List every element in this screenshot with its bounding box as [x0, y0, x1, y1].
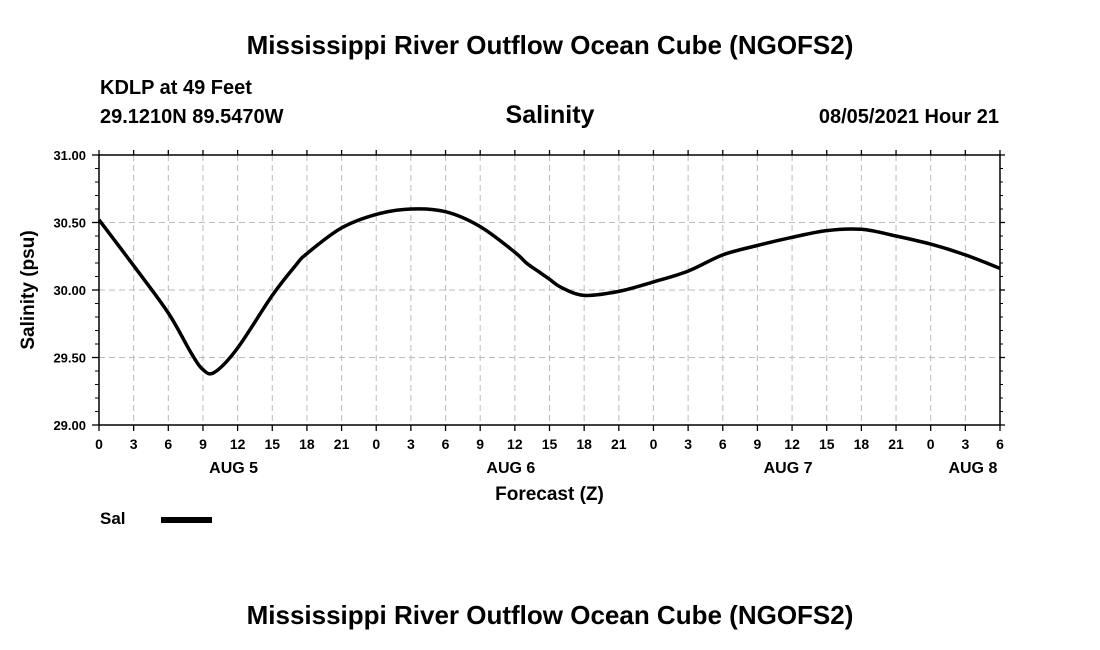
x-tick-label: 9	[199, 436, 207, 452]
station-name: KDLP at 49 Feet	[100, 77, 252, 99]
day-label: AUG 5	[209, 460, 258, 477]
x-tick-label: 15	[542, 436, 558, 452]
x-tick-label: 18	[299, 436, 315, 452]
chart-title: Mississippi River Outflow Ocean Cube (NG…	[246, 30, 854, 60]
footer-title: Mississippi River Outflow Ocean Cube (NG…	[246, 600, 854, 630]
day-label: AUG 8	[948, 460, 997, 477]
x-tick-label: 6	[164, 436, 172, 452]
x-tick-label: 0	[95, 436, 103, 452]
x-tick-label: 6	[996, 436, 1004, 452]
legend-line-swatch	[161, 517, 212, 523]
day-label: AUG 6	[486, 460, 535, 477]
x-tick-label: 21	[611, 436, 627, 452]
x-tick-label: 21	[334, 436, 350, 452]
x-tick-label: 0	[372, 436, 380, 452]
x-tick-label: 12	[230, 436, 246, 452]
x-tick-label: 12	[784, 436, 800, 452]
x-tick-label: 18	[576, 436, 592, 452]
x-tick-label: 9	[754, 436, 762, 452]
series-line-sal	[97, 207, 1001, 376]
forecast-datetime: 08/05/2021 Hour 21	[818, 106, 999, 128]
x-tick-label: 6	[442, 436, 450, 452]
x-tick-label: 21	[888, 436, 904, 452]
variable-title: Salinity	[505, 101, 595, 129]
x-tick-label: 3	[684, 436, 692, 452]
y-tick-label: 29.00	[53, 418, 86, 433]
x-axis-title: Forecast (Z)	[495, 484, 604, 505]
x-tick-label: 3	[130, 436, 138, 452]
x-tick-label: 12	[507, 436, 523, 452]
station-coordinates: 29.1210N 89.5470W	[100, 106, 284, 128]
y-tick-label: 30.00	[53, 283, 86, 298]
x-tick-label: 18	[854, 436, 870, 452]
x-tick-label: 15	[819, 436, 835, 452]
y-tick-label: 30.50	[53, 216, 86, 231]
x-tick-label: 6	[719, 436, 727, 452]
x-tick-label: 0	[650, 436, 658, 452]
x-tick-label: 3	[961, 436, 969, 452]
x-tick-label: 0	[927, 436, 935, 452]
y-axis-title: Salinity (psu)	[18, 230, 39, 349]
legend-label: Sal	[100, 509, 126, 528]
x-tick-label: 3	[407, 436, 415, 452]
y-tick-label: 31.00	[53, 148, 86, 163]
x-tick-label: 9	[476, 436, 484, 452]
x-tick-label: 15	[264, 436, 280, 452]
day-label: AUG 7	[764, 460, 813, 477]
y-tick-label: 29.50	[53, 351, 86, 366]
